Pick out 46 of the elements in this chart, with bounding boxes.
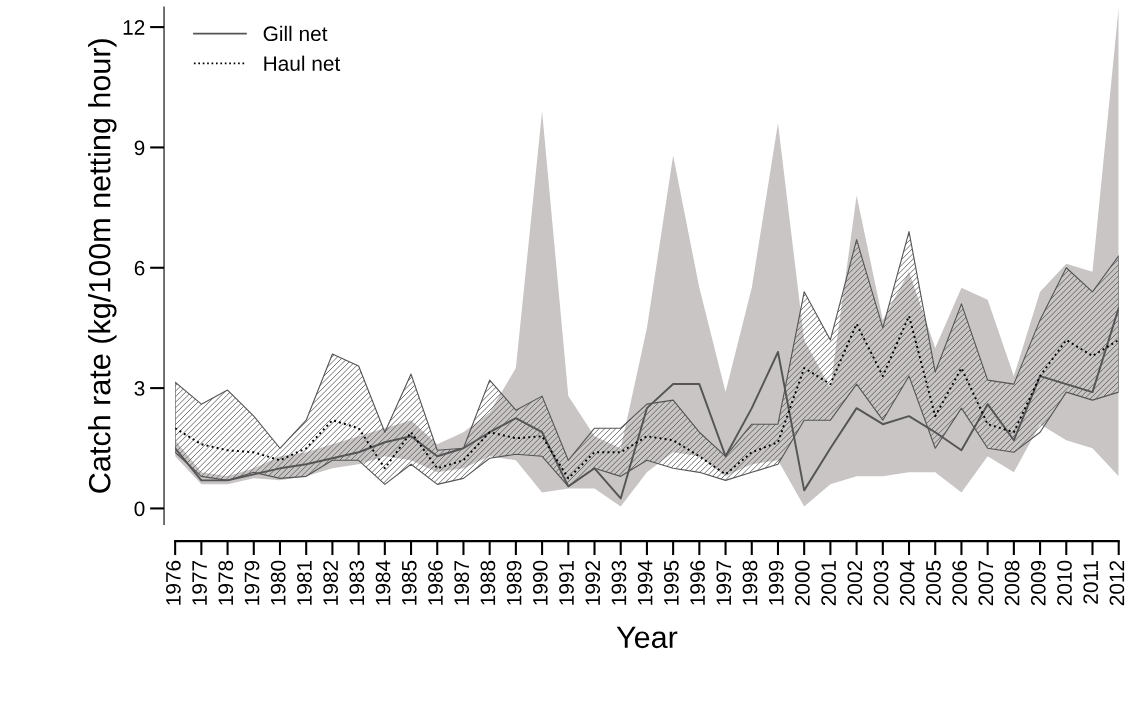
x-tick-label: 1990 <box>532 560 548 605</box>
x-tick-label: 2005 <box>926 560 941 606</box>
x-tick-label: 1998 <box>742 560 758 605</box>
x-tick-label: 2008 <box>1004 560 1020 606</box>
x-tick-label: 2012 <box>1109 560 1125 606</box>
x-tick-label: 1986 <box>428 560 443 605</box>
x-tick-label: 1981 <box>297 560 312 605</box>
x-tick-label: 2006 <box>952 560 968 606</box>
x-tick-label: 1991 <box>559 560 574 605</box>
x-tick-label: 1977 <box>192 560 207 605</box>
x-tick-label: 2003 <box>873 560 889 606</box>
x-tick-label: 1992 <box>585 560 601 605</box>
y-tick-label: 6 <box>134 260 145 276</box>
legend-label: Haul net <box>264 55 341 71</box>
x-tick-label: 1993 <box>611 560 627 605</box>
x-tick-label: 2004 <box>899 560 915 606</box>
x-tick-label: 1980 <box>270 560 286 605</box>
x-tick-label: 1996 <box>690 560 705 605</box>
x-tick-label: 1985 <box>401 560 417 605</box>
x-tick-label: 1995 <box>663 560 679 605</box>
y-tick-label: 3 <box>134 381 145 396</box>
x-tick-label: 1984 <box>375 560 391 605</box>
x-axis-title: Year <box>616 626 678 649</box>
x-tick-label: 2001 <box>821 560 836 606</box>
x-tick-label: 1988 <box>480 560 496 605</box>
x-tick-label: 1979 <box>244 560 260 605</box>
x-tick-label: 2002 <box>847 560 863 606</box>
legend-label: Gill net <box>263 25 328 42</box>
x-tick-label: 1997 <box>716 560 732 605</box>
x-tick-label: 2000 <box>795 560 810 606</box>
x-tick-label: 1978 <box>218 560 234 605</box>
x-tick-label: 1994 <box>637 560 653 605</box>
x-tick-label: 2011 <box>1083 560 1099 604</box>
x-tick-label: 1999 <box>768 560 784 605</box>
x-tick-label: 2007 <box>978 560 994 606</box>
x-tick-label: 1987 <box>454 560 470 605</box>
y-tick-label: 0 <box>134 501 145 517</box>
y-tick-label: 12 <box>123 20 145 35</box>
x-tick-label: 1989 <box>506 560 522 605</box>
x-tick-label: 1976 <box>165 560 181 605</box>
x-tick-label: 1982 <box>323 560 338 605</box>
y-axis-title: Catch rate (kg/100m netting hour) <box>88 39 117 493</box>
x-tick-label: 1983 <box>349 560 365 605</box>
x-tick-label: 2009 <box>1030 560 1046 606</box>
x-tick-label: 2010 <box>1057 560 1072 606</box>
y-tick-label: 9 <box>134 140 145 156</box>
